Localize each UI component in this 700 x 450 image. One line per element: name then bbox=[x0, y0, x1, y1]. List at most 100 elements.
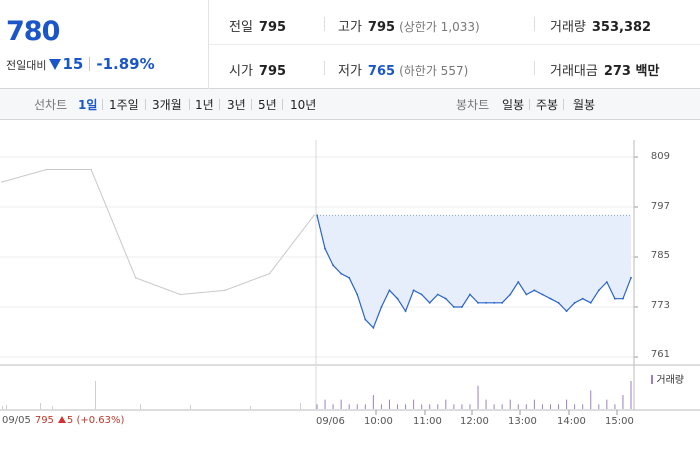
today-point bbox=[420, 293, 423, 296]
today-point bbox=[396, 297, 399, 300]
today-point bbox=[340, 272, 343, 275]
header-row-divider bbox=[209, 44, 700, 45]
volume-bar bbox=[429, 404, 431, 409]
period-1w-button[interactable]: 1주일 bbox=[109, 98, 139, 112]
volume-bar bbox=[380, 404, 382, 409]
x-tick-label: 09/06 bbox=[316, 416, 345, 427]
candle-monthly-button[interactable]: 월봉 bbox=[573, 98, 596, 112]
volume-legend-label: 거래량 bbox=[656, 375, 684, 386]
volume-bar bbox=[622, 395, 624, 409]
stat-open: 시가 795 bbox=[229, 60, 286, 79]
prev-volume-bar bbox=[40, 403, 41, 409]
stock-summary-header: 780 전일대비 15 -1.89% 전일 795 시가 795 고가 795 (상한가 1… bbox=[0, 0, 700, 89]
prev-volume-bar bbox=[250, 406, 251, 409]
period-10y-button[interactable]: 10년 bbox=[290, 98, 317, 112]
today-point bbox=[517, 281, 520, 283]
today-point bbox=[589, 301, 592, 304]
volume-bar bbox=[340, 399, 342, 409]
prev-volume-bar bbox=[300, 403, 301, 409]
chart-canvas[interactable] bbox=[0, 120, 700, 450]
today-point bbox=[364, 318, 367, 321]
prev-day-change: 5 (+0.63%) bbox=[66, 415, 125, 426]
y-tick-label: 797 bbox=[650, 201, 670, 212]
prev-day-point bbox=[134, 277, 137, 279]
divider bbox=[324, 17, 325, 31]
stat-value: 795 bbox=[367, 20, 396, 35]
y-tick-label: 761 bbox=[650, 349, 670, 360]
volume-bar bbox=[469, 404, 471, 409]
volume-bar bbox=[372, 395, 374, 409]
divider bbox=[534, 61, 535, 75]
volume-bar bbox=[614, 404, 616, 409]
prev-volume-bar bbox=[190, 405, 191, 409]
stat-value: 273 백만 bbox=[603, 64, 660, 79]
volume-bar bbox=[509, 399, 511, 409]
today-point bbox=[581, 297, 584, 300]
divider bbox=[219, 99, 220, 110]
volume-bar bbox=[549, 404, 551, 409]
volume-bar bbox=[517, 404, 519, 409]
volume-bar bbox=[574, 404, 576, 409]
today-point bbox=[356, 293, 359, 296]
period-5y-button[interactable]: 5년 bbox=[258, 98, 277, 112]
prev-volume-bar bbox=[95, 381, 96, 409]
volume-bar bbox=[405, 404, 407, 409]
change-amount: 15 bbox=[62, 55, 84, 73]
volume-bar bbox=[541, 404, 543, 409]
volume-bar bbox=[453, 404, 455, 409]
volume-bar bbox=[566, 399, 568, 409]
intraday-chart[interactable]: 809 797 785 773 761 09/06 10:00 11:00 12… bbox=[0, 120, 700, 450]
volume-bar bbox=[598, 404, 600, 409]
x-tick-label: 11:00 bbox=[413, 416, 442, 427]
prev-day-point bbox=[45, 168, 48, 171]
stat-value: 765 bbox=[367, 64, 396, 79]
divider bbox=[324, 61, 325, 75]
line-chart-title: 선차트 bbox=[34, 98, 68, 112]
today-point bbox=[324, 247, 326, 250]
today-point bbox=[436, 293, 439, 296]
today-point bbox=[380, 306, 383, 308]
today-point bbox=[613, 297, 616, 300]
stat-label: 전일 bbox=[229, 20, 253, 35]
today-point bbox=[444, 297, 447, 300]
candle-weekly-button[interactable]: 주봉 bbox=[536, 98, 559, 112]
stat-low: 저가 765 (하한가 557) bbox=[338, 60, 468, 79]
stat-high: 고가 795 (상한가 1,033) bbox=[338, 16, 480, 35]
today-point bbox=[428, 301, 431, 304]
today-point bbox=[509, 293, 512, 296]
divider bbox=[282, 99, 283, 110]
volume-bar bbox=[356, 404, 358, 409]
candle-daily-button[interactable]: 일봉 bbox=[502, 98, 525, 112]
prev-day-close: 795 bbox=[34, 415, 54, 426]
volume-bar bbox=[477, 385, 479, 409]
prev-day-point bbox=[1, 181, 3, 183]
period-3m-button[interactable]: 3개월 bbox=[152, 98, 182, 112]
down-triangle-icon bbox=[49, 59, 62, 70]
prev-volume-bar bbox=[140, 404, 141, 409]
today-point bbox=[372, 326, 375, 329]
stat-trade-value: 거래대금 273 백만 bbox=[550, 60, 659, 79]
divider bbox=[145, 99, 146, 110]
period-3y-button[interactable]: 3년 bbox=[227, 98, 246, 112]
stat-volume: 거래량 353,382 bbox=[550, 16, 651, 35]
today-point bbox=[388, 289, 391, 292]
volume-bar bbox=[437, 404, 439, 409]
divider bbox=[251, 99, 252, 110]
today-point bbox=[525, 293, 528, 296]
today-line bbox=[316, 215, 632, 329]
volume-bar bbox=[461, 404, 463, 409]
current-price-box: 780 전일대비 15 -1.89% bbox=[0, 0, 209, 89]
period-1y-button[interactable]: 1년 bbox=[195, 98, 214, 112]
today-point bbox=[477, 301, 479, 304]
prev-day-point bbox=[179, 293, 182, 296]
volume-bar bbox=[332, 404, 334, 409]
period-1d-button[interactable]: 1일 bbox=[78, 98, 98, 112]
divider bbox=[529, 99, 530, 110]
today-point bbox=[452, 306, 455, 308]
stat-label: 시가 bbox=[229, 64, 253, 79]
change-row: 전일대비 15 -1.89% bbox=[6, 54, 155, 73]
prev-day-point bbox=[268, 272, 271, 275]
x-tick-label: 14:00 bbox=[557, 416, 586, 427]
y-tick-label: 785 bbox=[650, 250, 670, 261]
volume-bar bbox=[348, 404, 350, 409]
